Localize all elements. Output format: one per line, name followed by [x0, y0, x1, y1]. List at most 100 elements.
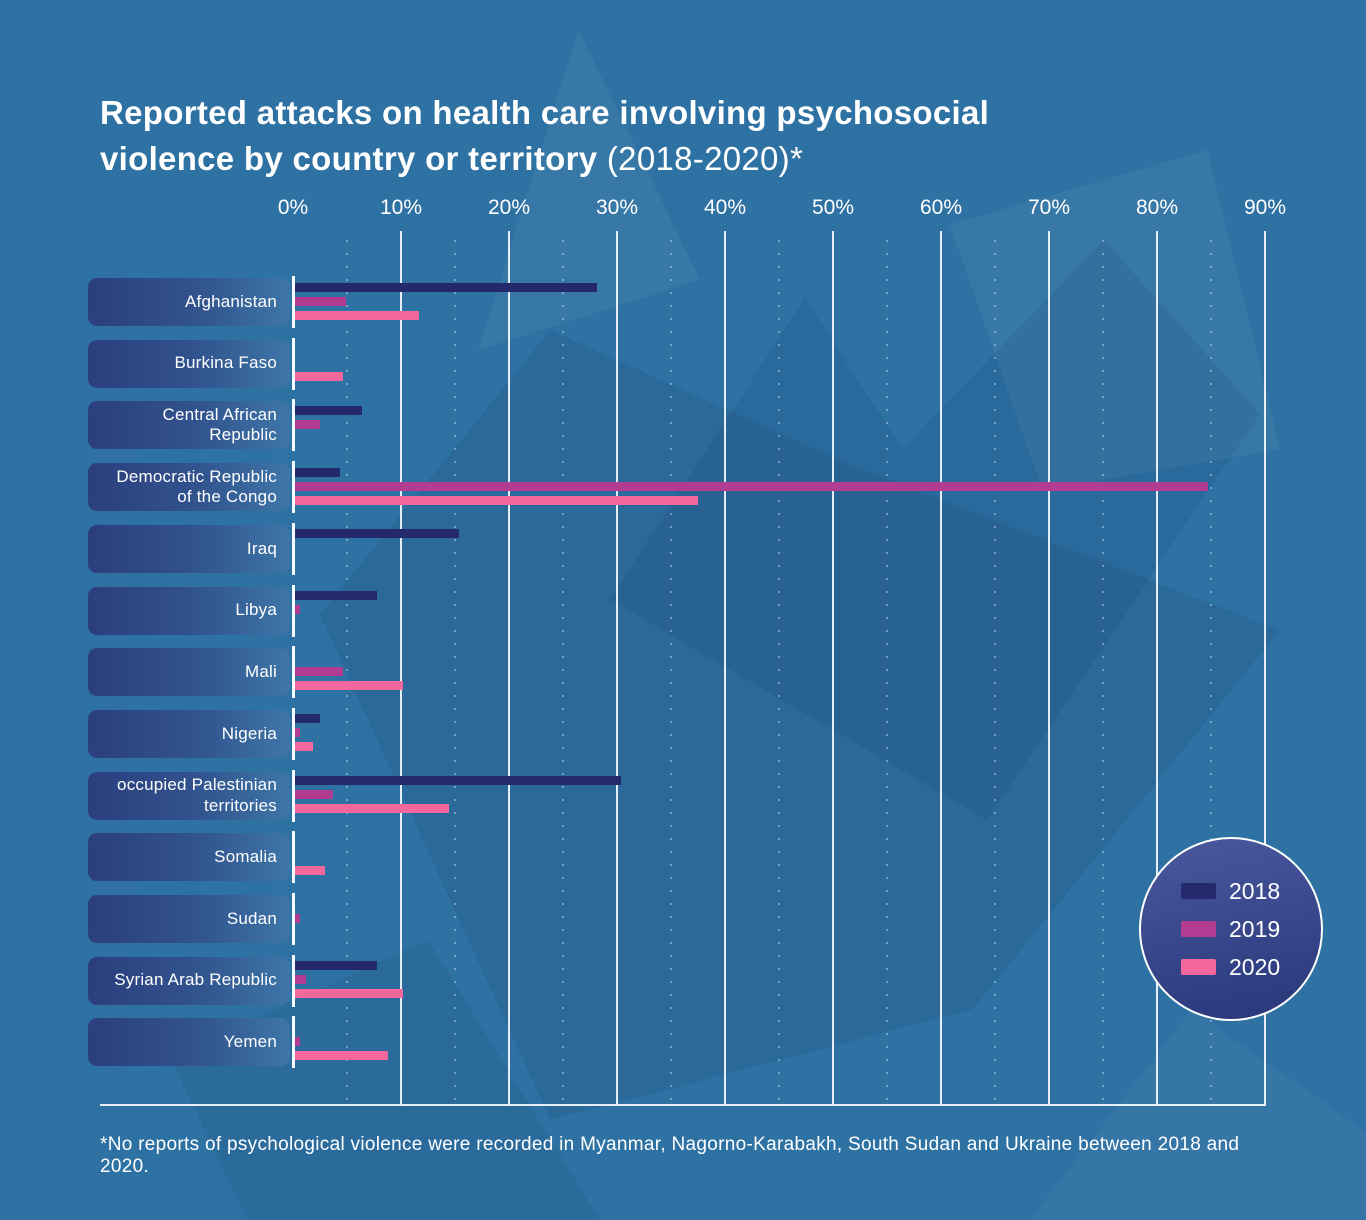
bar-2020-somalia — [295, 865, 326, 875]
country-label: Burkina Faso — [174, 353, 277, 373]
bar-2020-nigeria — [295, 742, 314, 752]
bar-2018-occupied-palestinian-territories — [295, 776, 622, 786]
zero-axis-segment — [292, 954, 295, 1007]
bar-2019-yemen — [295, 1036, 301, 1046]
major-gridline — [400, 231, 402, 1105]
legend-label-2018: 2018 — [1229, 877, 1281, 904]
country-label: Democratic Republic of the Congo — [116, 466, 277, 507]
background-polygon — [610, 240, 1260, 820]
minor-gridline — [778, 240, 780, 1105]
zero-axis-segment — [292, 522, 295, 575]
bar-2018-afghanistan — [295, 282, 598, 292]
chart-title: Reported attacks on health care involvin… — [100, 90, 1130, 181]
country-label-pill-sudan: Sudan — [88, 895, 290, 943]
country-label: Afghanistan — [185, 291, 277, 311]
bar-2020-yemen — [295, 1050, 388, 1060]
country-label: Yemen — [223, 1032, 277, 1052]
bar-2018-democratic-republic-of-the-congo — [295, 467, 341, 477]
country-label-pill-nigeria: Nigeria — [88, 709, 290, 758]
country-label-pill-libya: Libya — [88, 586, 290, 635]
country-label: Syrian Arab Republic — [114, 970, 277, 990]
country-label-pill-burkina-faso: Burkina Faso — [88, 339, 290, 388]
country-label-pill-afghanistan: Afghanistan — [88, 278, 290, 326]
legend-item-2020: 2020 — [1181, 953, 1321, 980]
axis-tick-label: 0% — [277, 196, 309, 219]
minor-gridline — [346, 240, 348, 1105]
bar-2019-mali — [295, 666, 343, 676]
legend-swatch-2020 — [1181, 959, 1216, 975]
country-label-pill-yemen: Yemen — [88, 1018, 290, 1067]
country-label: Nigeria — [221, 723, 277, 743]
country-label: Libya — [235, 600, 277, 620]
background-polygon — [1030, 1010, 1366, 1220]
legend-label-2020: 2020 — [1229, 953, 1281, 980]
bar-2018-iraq — [295, 529, 460, 539]
major-gridline — [940, 231, 942, 1105]
country-label-pill-central-african-republic: Central African Republic — [88, 401, 290, 450]
country-label: occupied Palestinian territories — [117, 775, 277, 815]
country-label: Somalia — [214, 847, 277, 867]
country-label-pill-somalia: Somalia — [88, 833, 290, 882]
major-gridline — [1048, 231, 1050, 1105]
bar-2018-central-african-republic — [295, 405, 362, 415]
country-label-pill-democratic-republic-of-the-congo: Democratic Republic of the Congo — [88, 463, 290, 512]
major-gridline — [832, 231, 834, 1105]
bar-2019-occupied-palestinian-territories — [295, 790, 333, 800]
country-label-pill-mali: Mali — [88, 648, 290, 697]
bar-2019-sudan — [295, 913, 301, 923]
axis-tick-label: 90% — [1243, 196, 1287, 219]
axis-tick-label: 10% — [379, 196, 423, 219]
background-polygon — [320, 330, 1280, 1120]
minor-gridline — [1210, 240, 1212, 1105]
zero-axis-segment — [292, 399, 295, 452]
legend-item-2018: 2018 — [1181, 877, 1321, 904]
minor-gridline — [994, 240, 996, 1105]
country-label: Sudan — [226, 908, 277, 928]
bar-2020-occupied-palestinian-territories — [295, 804, 450, 814]
country-label: Central African Republic — [162, 405, 277, 445]
bar-2019-afghanistan — [295, 296, 346, 306]
country-label: Mali — [245, 661, 277, 681]
zero-axis-segment — [292, 1016, 295, 1069]
axis-tick-label: 50% — [811, 196, 855, 219]
chart-title-main: Reported attacks on health care involvin… — [100, 94, 990, 177]
minor-gridline — [562, 240, 564, 1105]
axis-tick-label: 20% — [487, 196, 531, 219]
bar-2019-central-african-republic — [295, 419, 320, 429]
bar-2020-democratic-republic-of-the-congo — [295, 495, 698, 505]
legend-label-2019: 2019 — [1229, 915, 1281, 942]
bar-2019-syrian-arab-republic — [295, 975, 306, 985]
major-gridline — [1264, 231, 1266, 1105]
bar-2018-libya — [295, 591, 378, 600]
zero-axis-segment — [292, 461, 295, 514]
zero-axis-segment — [292, 584, 295, 637]
legend: 2018 2019 2020 — [1139, 837, 1323, 1021]
legend-swatch-2019 — [1181, 921, 1216, 937]
zero-axis-segment — [292, 337, 295, 390]
bar-2019-democratic-republic-of-the-congo — [295, 481, 1208, 491]
bar-2020-mali — [295, 680, 403, 690]
axis-tick-label: 40% — [703, 196, 747, 219]
axis-tick-label: 60% — [919, 196, 963, 219]
axis-tick-label: 80% — [1135, 196, 1179, 219]
zero-axis-segment — [292, 276, 295, 328]
minor-gridline — [1102, 240, 1104, 1105]
axis-tick-label: 30% — [595, 196, 639, 219]
bar-2020-syrian-arab-republic — [295, 989, 403, 999]
major-gridline — [508, 231, 510, 1105]
country-label: Iraq — [246, 538, 277, 558]
zero-axis-segment — [292, 831, 295, 884]
bar-2019-libya — [295, 605, 301, 614]
footnote: *No reports of psychological violence we… — [100, 1134, 1240, 1177]
background-polygon — [478, 30, 700, 350]
bar-2020-burkina-faso — [295, 372, 343, 382]
zero-axis-segment — [292, 707, 295, 760]
legend-item-2019: 2019 — [1181, 915, 1321, 942]
legend-swatch-2018 — [1181, 883, 1216, 899]
country-label-pill-iraq: Iraq — [88, 524, 290, 573]
minor-gridline — [454, 240, 456, 1105]
bar-2019-nigeria — [295, 728, 301, 738]
axis-tick-label: 70% — [1027, 196, 1071, 219]
country-label-pill-syrian-arab-republic: Syrian Arab Republic — [88, 956, 290, 1005]
